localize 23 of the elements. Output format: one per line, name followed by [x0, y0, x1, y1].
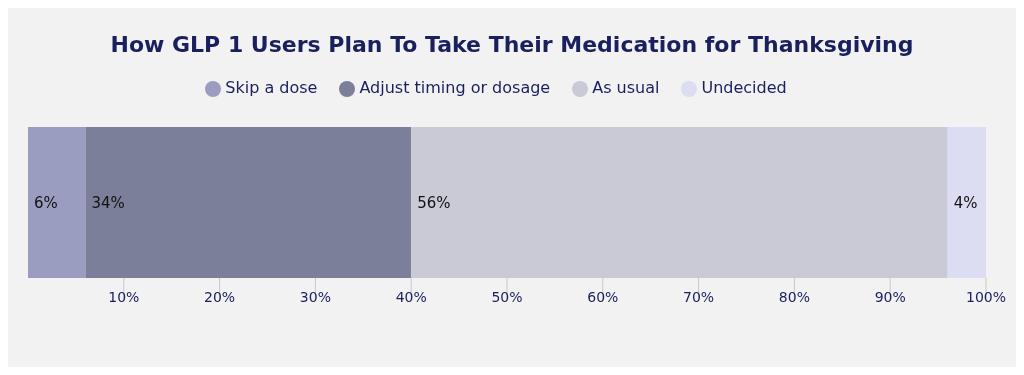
legend-label: Adjust timing or dosage: [359, 78, 551, 97]
x-tick-label: 100%: [965, 288, 1007, 305]
legend-label: Skip a dose: [225, 78, 318, 97]
legend-label: Undecided: [701, 78, 787, 97]
bar: [411, 127, 948, 278]
legend-label: As usual: [592, 78, 660, 97]
chart-title: How GLP 1 Users Plan To Take Their Medication for Thanksgiving: [109, 31, 915, 59]
x-tick-label: 90%: [874, 288, 906, 305]
x-tick-label: 10%: [108, 288, 140, 305]
data-label: 6%: [34, 193, 58, 212]
x-tick-label: 80%: [778, 288, 810, 305]
data-label: 34%: [91, 193, 125, 212]
x-tick-label: 40%: [395, 288, 427, 305]
x-tick-label: 20%: [204, 288, 236, 305]
x-tick-label: 30%: [299, 288, 331, 305]
data-label: 56%: [417, 193, 451, 212]
x-tick-label: 60%: [587, 288, 619, 305]
bar: [28, 127, 86, 278]
bar: [947, 127, 986, 278]
x-tick-label: 50%: [491, 288, 523, 305]
x-tick-label: 70%: [683, 288, 715, 305]
data-label: 4%: [953, 193, 978, 212]
bar: [85, 127, 412, 278]
